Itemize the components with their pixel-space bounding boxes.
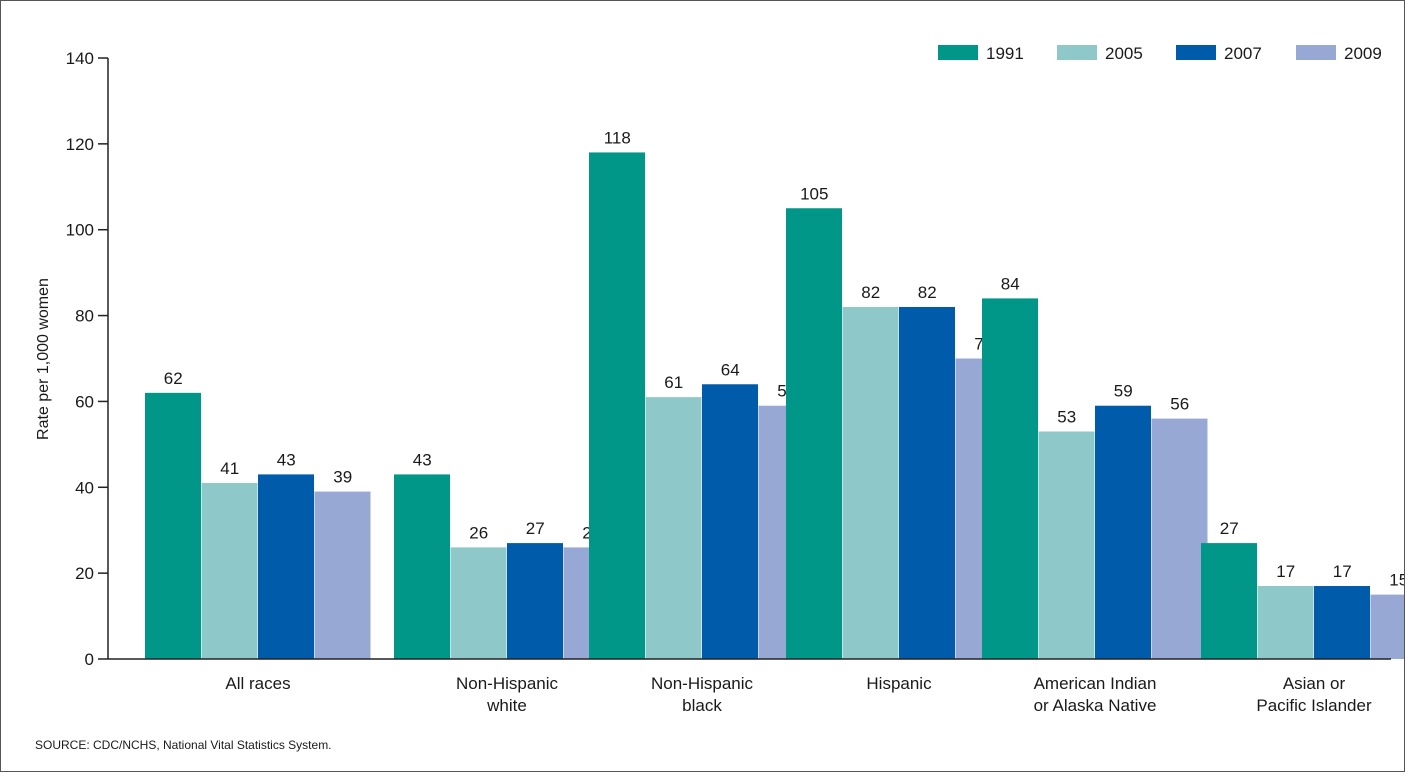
y-tick-label: 100 xyxy=(66,221,94,240)
bar-2005 xyxy=(201,482,258,659)
bar-value-label: 62 xyxy=(164,369,183,388)
bar-2009 xyxy=(1370,594,1405,659)
y-tick-label: 140 xyxy=(66,49,94,68)
bar-value-label: 39 xyxy=(333,468,352,487)
bar-2007 xyxy=(258,474,314,659)
source-note: SOURCE: CDC/NCHS, National Vital Statist… xyxy=(35,738,332,752)
bar-2005 xyxy=(1257,586,1314,659)
legend-label: 1991 xyxy=(986,44,1024,63)
y-axis: 0 20 40 60 80 100 120 140 xyxy=(66,49,109,669)
bar-value-label: 27 xyxy=(1220,519,1239,538)
bar-value-label: 15 xyxy=(1389,571,1404,590)
bar-2007 xyxy=(507,543,563,659)
bar-value-label: 43 xyxy=(277,450,296,469)
bar-1991 xyxy=(786,208,842,659)
bar-2007 xyxy=(702,384,758,659)
bar-2009 xyxy=(1151,418,1208,659)
legend-label: 2005 xyxy=(1105,44,1143,63)
bar-1991 xyxy=(982,298,1038,659)
x-category-label: American Indian xyxy=(1034,674,1157,693)
bar-value-label: 17 xyxy=(1333,562,1352,581)
bar-1991 xyxy=(394,474,450,659)
bar-2005 xyxy=(645,397,702,659)
legend: 1991 2005 2007 2009 xyxy=(938,44,1382,63)
y-tick-label: 80 xyxy=(75,307,94,326)
bar-2005 xyxy=(842,306,899,659)
bar-2005 xyxy=(450,547,507,659)
x-category-label: or Alaska Native xyxy=(1034,696,1157,715)
bar-value-label: 59 xyxy=(1114,382,1133,401)
y-tick-label: 0 xyxy=(85,650,94,669)
x-category-label: black xyxy=(682,696,722,715)
bar-value-label: 26 xyxy=(469,523,488,542)
bar-2007 xyxy=(899,306,955,659)
legend-swatch-2007 xyxy=(1176,45,1216,60)
legend-swatch-1991 xyxy=(938,45,978,60)
x-category-label: Non-Hispanic xyxy=(456,674,559,693)
y-tick-label: 40 xyxy=(75,478,94,497)
bar-2005 xyxy=(1038,431,1095,659)
y-tick-label: 60 xyxy=(75,392,94,411)
bar-value-label: 118 xyxy=(604,128,631,147)
bar-value-label: 17 xyxy=(1276,562,1295,581)
y-axis-title: Rate per 1,000 women xyxy=(35,278,52,440)
bar-value-label: 82 xyxy=(861,283,880,302)
bar-value-label: 84 xyxy=(1001,274,1020,293)
bar-1991 xyxy=(145,392,201,659)
x-category-label: Asian or xyxy=(1283,674,1346,693)
x-category-label: Hispanic xyxy=(866,674,932,693)
legend-swatch-2009 xyxy=(1296,45,1336,60)
bar-2007 xyxy=(1095,405,1151,659)
legend-label: 2007 xyxy=(1224,44,1262,63)
x-category-label: Pacific Islander xyxy=(1256,696,1372,715)
bar-value-label: 56 xyxy=(1170,395,1189,414)
x-category-label: white xyxy=(486,696,527,715)
y-tick-label: 120 xyxy=(66,135,94,154)
bar-1991 xyxy=(1201,543,1257,659)
bar-value-label: 27 xyxy=(526,519,545,538)
legend-swatch-2005 xyxy=(1057,45,1097,60)
legend-label: 2009 xyxy=(1344,44,1382,63)
bar-1991 xyxy=(589,152,645,659)
bars: 6241433943262726118616459105828270845359… xyxy=(145,128,1405,659)
bar-value-label: 61 xyxy=(664,373,683,392)
x-category-label: Non-Hispanic xyxy=(651,674,754,693)
bar-value-label: 43 xyxy=(413,450,432,469)
bar-value-label: 41 xyxy=(220,459,239,478)
bar-2009 xyxy=(314,491,371,659)
x-category-label: All races xyxy=(225,674,290,693)
bar-value-label: 82 xyxy=(918,283,937,302)
y-tick-label: 20 xyxy=(75,564,94,583)
bar-value-label: 64 xyxy=(721,360,740,379)
bar-value-label: 105 xyxy=(800,184,828,203)
x-axis: All races Non-Hispanic white Non-Hispanic bl… xyxy=(108,658,1391,715)
bar-2007 xyxy=(1314,586,1370,659)
bar-value-label: 53 xyxy=(1057,407,1076,426)
